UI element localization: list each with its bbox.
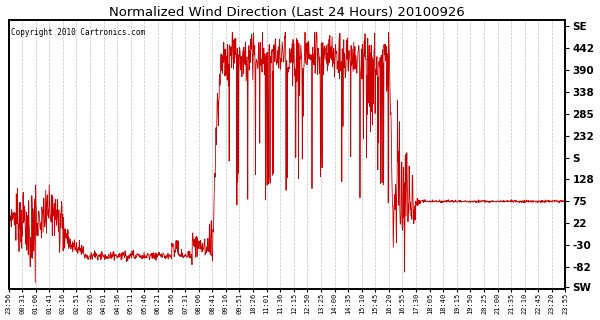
Text: Copyright 2010 Cartronics.com: Copyright 2010 Cartronics.com [11,28,145,37]
Title: Normalized Wind Direction (Last 24 Hours) 20100926: Normalized Wind Direction (Last 24 Hours… [109,5,465,19]
